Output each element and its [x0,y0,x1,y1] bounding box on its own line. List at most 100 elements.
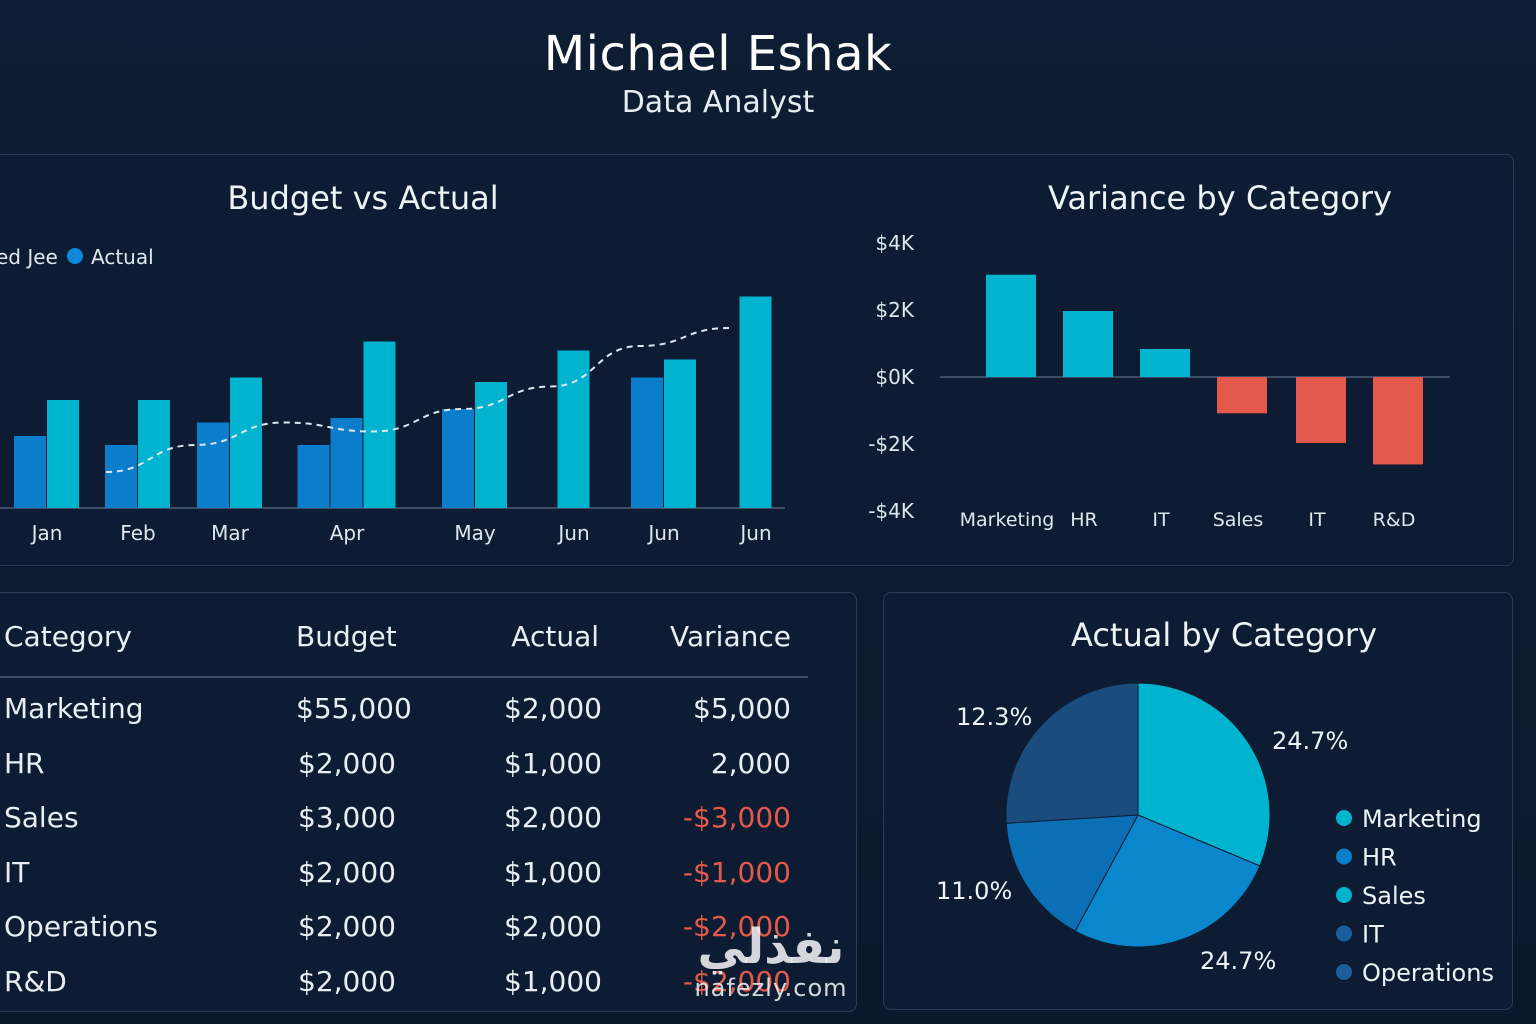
x-tick-label: Jan [30,521,63,545]
table-row: Operations $2,000 $2,000 -$2,000 [4,910,824,950]
legend-swatch-marketing [1336,810,1352,826]
chart-title: Actual by Category [1071,616,1377,654]
pie-slice-hr [1005,814,1139,932]
pie-slice-operations [1005,682,1139,824]
cell-variance: -$1,000 [682,855,791,889]
pie-label-operations: 12.3% [956,703,1032,731]
cell-variance: 2,000 [710,746,791,780]
cell-actual: $2,000 [504,692,602,725]
actual-by-category-chart: Actual by Category 12.3% 24.7% 11.0% 24.… [936,616,1494,987]
variance-bar-rd [1373,377,1423,465]
cell-actual: $1,000 [504,855,602,889]
legend-swatch-it [1336,925,1352,942]
x-tick-label: Jun [738,521,771,545]
table-row: IT $2,000 $1,000 -$1,000 [4,856,824,896]
bar-may-0 [442,409,474,508]
x-tick-label: Feb [120,521,155,545]
cell-variance: $5,000 [693,692,791,725]
legend-label-budget: ed Jee [0,245,58,269]
bar-jun-2 [739,296,772,508]
legend-swatch-hr [1336,848,1352,865]
bar-jan-0 [14,436,46,508]
cell-category: IT [4,855,30,889]
pie-label-hr: 11.0% [936,877,1012,905]
bar-jun-0 [631,377,663,508]
cell-budget: $2,000 [298,855,396,889]
pie-label-sales: 24.7% [1200,947,1276,975]
cell-actual: $2,000 [504,910,602,944]
x-tick-label: Sales [1213,509,1264,531]
table-panel [0,592,857,1012]
x-tick-label: Jun [646,521,679,545]
table-row: Sales $3,000 $2,000 -$3,000 [4,801,824,841]
x-tick-label: IT [1308,509,1326,531]
cell-actual: $2,000 [504,801,602,835]
cell-category: Marketing [4,692,144,725]
cell-budget: $2,000 [298,910,396,944]
bar-mar-0 [197,422,229,508]
x-tick-label: R&D [1373,509,1416,531]
variance-bar-it [1140,348,1190,377]
y-tick-label: $2K [875,298,914,322]
variance-bar-it [1296,377,1346,443]
analyst-name: Michael Eshak [543,26,893,82]
variance-by-category-chart: Variance by Category $4K $2K $0K -$2K -$4K M… [868,179,1450,531]
pie-slice-sales [1074,814,1261,948]
dashboard-header: Michael Eshak Data Analyst [0,24,1436,122]
y-tick-label: -$2K [868,432,915,456]
bar-jan-2 [47,400,79,508]
x-tick-label: HR [1070,509,1098,531]
cell-variance: -$3,000 [682,801,791,835]
cell-actual: $1,000 [504,746,602,780]
bar-jun-2 [664,359,696,508]
legend-swatch-sales [1336,887,1352,903]
variance-bar-hr [1063,311,1113,377]
watermark-latin: nafezly.com [694,974,848,1002]
table-row: R&D $2,000 $1,000 -$2,000 [4,965,824,1005]
table-row: HR $2,000 $1,000 2,000 [4,747,824,787]
legend-label-actual: Actual [91,245,154,269]
table-header-divider [0,676,808,678]
bar-apr-1 [330,418,363,508]
watermark-logo: نفذلي nafezly.com [676,920,866,1002]
budget-vs-actual-chart: Budget vs Actual ed Jee Actual Jan Feb Mar… [0,179,785,545]
bar-mar-2 [230,377,262,508]
cell-budget: $2,000 [298,965,396,998]
cell-budget: $3,000 [298,801,396,835]
legend-label-sales: Sales [1362,882,1426,910]
cell-budget: $2,000 [298,746,396,780]
col-header-budget: Budget [296,620,397,653]
y-tick-label: -$4K [868,499,915,523]
x-tick-label: IT [1152,509,1170,531]
x-tick-label: Marketing [960,509,1055,531]
x-tick-label: Mar [211,521,250,545]
cell-category: Sales [4,801,79,835]
chart-title: Variance by Category [1048,179,1392,217]
bar-jun-2 [557,350,590,508]
x-tick-label: Jun [556,521,589,545]
cell-budget: $55,000 [296,692,412,725]
y-tick-label: $4K [875,231,914,255]
cell-variance: -$2,000 [682,910,791,944]
x-tick-label: May [454,521,496,545]
col-header-variance: Variance [670,620,791,653]
bar-apr-0 [297,445,330,508]
cell-category: Operations [4,910,158,944]
variance-bar-marketing [986,274,1036,377]
cell-variance: -$2,000 [682,965,791,998]
pie-slice-marketing [1137,682,1271,867]
col-header-category: Category [4,620,132,653]
table-row: Marketing $55,000 $2,000 $5,000 [4,692,824,732]
x-tick-label: Apr [330,521,365,545]
watermark-arabic: نفذلي [697,919,845,975]
col-header-actual: Actual [511,620,599,653]
bar-apr-2 [363,341,396,508]
cell-category: R&D [4,965,67,998]
legend-swatch-operations [1336,964,1352,980]
bar-may-2 [475,382,507,508]
cell-actual: $1,000 [504,965,602,998]
chart-title: Budget vs Actual [227,179,498,217]
cell-category: HR [4,746,45,780]
pie-label-marketing: 24.7% [1272,727,1348,755]
legend-label-it: IT [1362,921,1384,949]
